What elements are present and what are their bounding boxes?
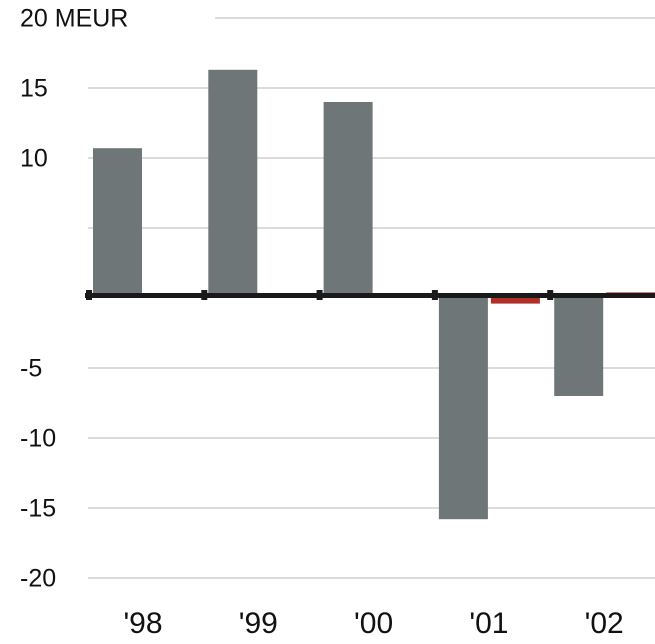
x-tick-label: '01 — [469, 607, 508, 640]
bar — [438, 298, 488, 520]
x-axis-line — [85, 293, 655, 298]
y-tick-label: 10 — [20, 145, 48, 173]
bar — [208, 69, 258, 298]
bar — [554, 298, 604, 396]
x-tick-label: '00 — [354, 607, 393, 640]
bars — [93, 69, 655, 520]
y-tick-label: -15 — [20, 495, 56, 523]
axis — [85, 290, 655, 300]
bar — [323, 102, 373, 298]
labels: -20 -15 -10 -5 10 15 20 MEUR '98 '99 '00 '01 '02 — [20, 5, 624, 640]
bar — [490, 298, 540, 304]
bar — [93, 148, 142, 298]
y-tick-label: -5 — [20, 355, 42, 383]
x-tick-label: '99 — [239, 607, 278, 640]
x-tick-label: '02 — [585, 607, 624, 640]
y-tick-label: -20 — [20, 565, 56, 593]
y-tick-label: 20 MEUR — [20, 5, 128, 33]
x-tick-label: '98 — [123, 607, 162, 640]
y-tick-label: 15 — [20, 75, 48, 103]
y-tick-label: -10 — [20, 425, 56, 453]
